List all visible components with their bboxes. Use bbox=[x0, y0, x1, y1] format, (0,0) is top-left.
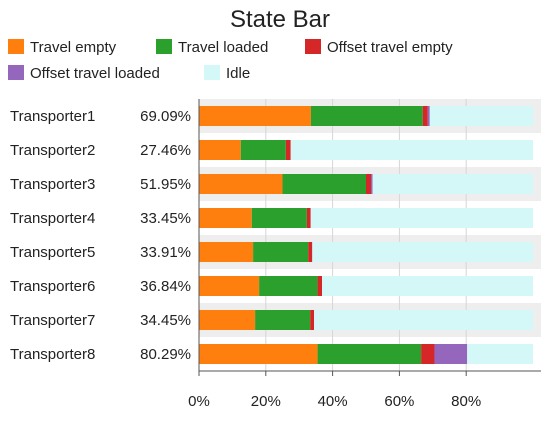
legend: Travel empty Travel loaded Offset travel e… bbox=[8, 39, 453, 82]
bar-offset-travel-loaded bbox=[434, 344, 468, 364]
category-label: Transporter2 bbox=[10, 142, 95, 159]
bar-idle bbox=[310, 208, 533, 228]
utilization-label: 27.46% bbox=[140, 142, 191, 159]
bar-offset-travel-empty bbox=[421, 344, 435, 364]
bar-idle bbox=[372, 174, 533, 194]
utilization-label: 51.95% bbox=[140, 176, 191, 193]
bar-travel-empty bbox=[199, 106, 311, 126]
x-tick-label: 0% bbox=[188, 393, 210, 410]
bar-travel-loaded bbox=[253, 242, 309, 262]
bar-offset-travel-loaded bbox=[427, 106, 430, 126]
bar-travel-empty bbox=[199, 140, 241, 160]
bar-offset-travel-empty bbox=[366, 174, 372, 194]
bar-travel-loaded bbox=[255, 310, 311, 330]
bar-idle bbox=[429, 106, 533, 126]
bar-travel-loaded bbox=[259, 276, 318, 296]
category-label: Transporter1 bbox=[10, 108, 95, 125]
legend-swatch-offset-travel-loaded bbox=[8, 65, 24, 80]
category-label: Transporter5 bbox=[10, 244, 95, 261]
category-label: Transporter6 bbox=[10, 278, 95, 295]
bar-travel-empty bbox=[199, 242, 254, 262]
legend-swatch-idle bbox=[204, 65, 220, 80]
legend-swatch-offset-travel-empty bbox=[305, 39, 321, 54]
bar-offset-travel-empty bbox=[422, 106, 428, 126]
legend-label-travel-empty: Travel empty bbox=[30, 39, 117, 56]
bar-travel-empty bbox=[199, 310, 256, 330]
bar-offset-travel-empty bbox=[306, 208, 311, 228]
bar-offset-travel-empty bbox=[317, 276, 323, 296]
utilization-label: 69.09% bbox=[140, 108, 191, 125]
bar-travel-loaded bbox=[240, 140, 286, 160]
plot-area: Transporter1 69.09% Transporter2 27.46% Tran… bbox=[10, 99, 541, 410]
bar-travel-loaded bbox=[251, 208, 307, 228]
bar-offset-travel-empty bbox=[308, 242, 313, 262]
x-tick-label: 60% bbox=[384, 393, 414, 410]
bar-travel-empty bbox=[199, 174, 283, 194]
category-label: Transporter7 bbox=[10, 312, 95, 329]
category-label: Transporter4 bbox=[10, 210, 95, 227]
legend-label-travel-loaded: Travel loaded bbox=[178, 39, 268, 56]
legend-label-idle: Idle bbox=[226, 65, 250, 82]
legend-label-offset-travel-loaded: Offset travel loaded bbox=[30, 65, 160, 82]
bar-offset-travel-empty bbox=[285, 140, 291, 160]
bar-travel-loaded bbox=[317, 344, 422, 364]
bar-travel-loaded bbox=[310, 106, 423, 126]
legend-label-offset-travel-empty: Offset travel empty bbox=[327, 39, 453, 56]
bar-idle bbox=[467, 344, 533, 364]
bar-idle bbox=[322, 276, 533, 296]
bar-offset-travel-empty bbox=[310, 310, 315, 330]
x-tick-label: 40% bbox=[318, 393, 348, 410]
bar-travel-loaded bbox=[282, 174, 366, 194]
bar-idle bbox=[312, 242, 533, 262]
bar-offset-travel-loaded bbox=[371, 174, 373, 194]
bar-travel-empty bbox=[199, 276, 260, 296]
legend-swatch-travel-empty bbox=[8, 39, 24, 54]
legend-swatch-travel-loaded bbox=[156, 39, 172, 54]
x-tick-label: 80% bbox=[451, 393, 481, 410]
bar-idle bbox=[314, 310, 533, 330]
x-tick-label: 20% bbox=[251, 393, 281, 410]
utilization-label: 33.45% bbox=[140, 210, 191, 227]
utilization-label: 33.91% bbox=[140, 244, 191, 261]
utilization-label: 34.45% bbox=[140, 312, 191, 329]
bar-idle bbox=[290, 140, 533, 160]
utilization-label: 80.29% bbox=[140, 346, 191, 363]
bar-travel-empty bbox=[199, 344, 318, 364]
utilization-label: 36.84% bbox=[140, 278, 191, 295]
bar-travel-empty bbox=[199, 208, 252, 228]
category-label: Transporter8 bbox=[10, 346, 95, 363]
chart-title: State Bar bbox=[230, 6, 330, 33]
category-label: Transporter3 bbox=[10, 176, 95, 193]
